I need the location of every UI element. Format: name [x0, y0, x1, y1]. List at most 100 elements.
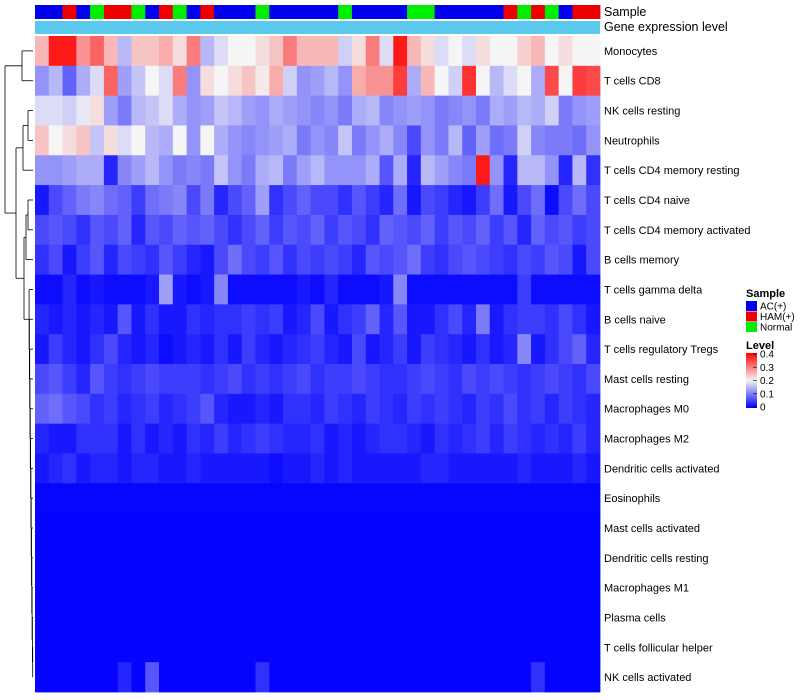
sample-annotation-cell: [544, 5, 560, 19]
heatmap-cell: [255, 304, 270, 335]
gene-expression-annotation-bar: [35, 21, 600, 34]
heatmap-cell: [503, 542, 518, 574]
heatmap-cell: [448, 185, 463, 216]
heatmap-cell: [90, 244, 105, 275]
heatmap-cell: [255, 393, 270, 425]
heatmap-cell: [489, 274, 504, 305]
heatmap-cell: [379, 95, 394, 126]
heatmap-cell: [365, 602, 380, 633]
heatmap-cell: [76, 393, 91, 425]
heatmap-cell: [310, 214, 325, 246]
heatmap-cell: [172, 244, 187, 275]
heatmap-cell: [35, 274, 50, 305]
heatmap-cell: [214, 304, 229, 335]
heatmap-cell: [90, 214, 105, 246]
heatmap-cell: [365, 185, 380, 216]
heatmap-cell: [131, 95, 146, 126]
heatmap-cell: [214, 423, 229, 454]
heatmap-cell: [90, 632, 105, 663]
heatmap-cell: [393, 662, 408, 693]
heatmap-cell: [503, 244, 518, 275]
heatmap-cell: [324, 125, 339, 156]
heatmap-cell: [338, 36, 353, 67]
row-label: Neutrophils: [604, 135, 660, 147]
heatmap-cell: [310, 274, 325, 305]
heatmap-cell: [434, 185, 449, 216]
heatmap-cell: [517, 453, 532, 484]
heatmap-cell: [324, 95, 339, 126]
heatmap-cell: [227, 393, 243, 425]
heatmap-cell: [296, 65, 312, 97]
heatmap-cell: [103, 662, 119, 693]
heatmap-cell: [420, 185, 436, 216]
heatmap-cell: [475, 65, 491, 97]
heatmap-cell: [76, 662, 91, 693]
heatmap-cell: [255, 662, 270, 693]
heatmap-cell: [338, 334, 353, 365]
level-legend: Level 0.4 0.3 0.2 0.1 0: [746, 340, 774, 414]
heatmap-cell: [420, 125, 436, 156]
heatmap-cell: [544, 393, 560, 425]
heatmap-cells: [35, 36, 601, 693]
heatmap-cell: [489, 364, 504, 395]
heatmap-cell: [531, 65, 546, 97]
row-label: Monocytes: [604, 46, 658, 58]
heatmap-cell: [214, 155, 229, 186]
heatmap-cell: [393, 602, 408, 633]
heatmap-cell: [393, 274, 408, 305]
heatmap-cell: [214, 632, 229, 663]
heatmap-cell: [351, 453, 367, 484]
heatmap-cell: [241, 364, 256, 395]
heatmap-cell: [117, 662, 132, 693]
heatmap-cell: [186, 453, 201, 484]
heatmap-cell: [407, 214, 422, 246]
heatmap-cell: [558, 542, 573, 574]
heatmap-cell: [255, 453, 270, 484]
heatmap-cell: [572, 36, 587, 67]
heatmap-cell: [76, 364, 91, 395]
heatmap-cell: [200, 95, 215, 126]
heatmap-cell: [172, 155, 187, 186]
heatmap-cell: [379, 36, 394, 67]
heatmap-cell: [62, 364, 77, 395]
heatmap-cell: [379, 542, 394, 574]
heatmap-cell: [434, 602, 449, 633]
heatmap-cell: [517, 185, 532, 216]
heatmap-cell: [531, 423, 546, 454]
heatmap-cell: [407, 65, 422, 97]
heatmap-cell: [572, 513, 587, 544]
sample-annotation-cell: [379, 5, 394, 19]
heatmap-cell: [214, 334, 229, 365]
row-label: Dendritic cells resting: [604, 553, 709, 565]
heatmap-cell: [365, 125, 380, 156]
heatmap-cell: [379, 632, 394, 663]
heatmap-cell: [159, 65, 174, 97]
heatmap-cell: [48, 662, 63, 693]
heatmap-cell: [269, 214, 284, 246]
heatmap-cell: [283, 185, 298, 216]
heatmap-cell: [131, 244, 146, 275]
heatmap-cell: [434, 274, 449, 305]
sample-annotation-cell: [186, 5, 201, 19]
heatmap-cell: [434, 483, 449, 514]
heatmap-cell: [544, 36, 560, 67]
heatmap-cell: [296, 304, 312, 335]
heatmap-cell: [407, 572, 422, 603]
heatmap-cell: [544, 125, 560, 156]
heatmap-cell: [117, 334, 132, 365]
heatmap-cell: [186, 632, 201, 663]
heatmap-cell: [214, 244, 229, 275]
heatmap-cell: [407, 185, 422, 216]
sample-legend-label: HAM(+): [760, 312, 795, 323]
heatmap-cell: [117, 125, 132, 156]
heatmap-cell: [159, 542, 174, 574]
heatmap-cell: [131, 274, 146, 305]
heatmap-cell: [186, 125, 201, 156]
heatmap-cell: [489, 513, 504, 544]
heatmap-cell: [351, 334, 367, 365]
heatmap-cell: [420, 453, 436, 484]
sample-annotation-cell: [393, 5, 408, 19]
heatmap-cell: [462, 572, 477, 603]
heatmap-cell: [145, 214, 160, 246]
